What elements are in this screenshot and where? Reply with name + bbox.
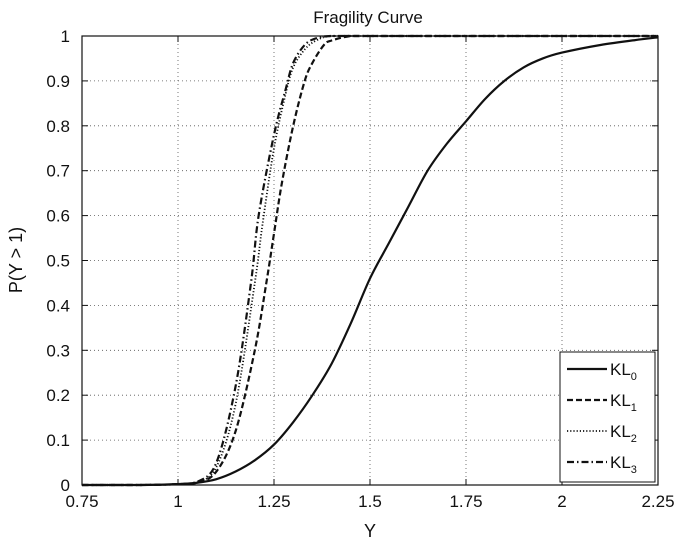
- legend: KL0 KL1 KL2 KL3: [559, 351, 656, 483]
- x-tick-label: 1.75: [449, 492, 482, 511]
- x-axis-label: Y: [364, 521, 376, 541]
- y-tick-label: 1: [61, 27, 70, 46]
- x-tick-label: 0.75: [65, 492, 98, 511]
- y-tick-label: 0.4: [46, 296, 70, 315]
- y-tick-label: 0.7: [46, 162, 70, 181]
- legend-label-kl1: KL1: [610, 391, 637, 414]
- series-line-kl1: [82, 34, 658, 487]
- chart-title: Fragility Curve: [313, 8, 423, 27]
- legend-label-kl0: KL0: [610, 360, 637, 383]
- y-tick-label: 0.5: [46, 252, 70, 271]
- legend-box: [559, 351, 656, 483]
- y-tick-label: 0.2: [46, 386, 70, 405]
- x-tick-label: 2.25: [641, 492, 674, 511]
- x-tick-label: 1.25: [257, 492, 290, 511]
- y-axis-label: P(Y > 1): [6, 227, 26, 293]
- y-tick-label: 0.9: [46, 72, 70, 91]
- series-line-kl0: [82, 36, 659, 487]
- legend-label-kl3: KL3: [610, 453, 637, 476]
- x-tick-label: 1: [173, 492, 182, 511]
- y-tick-label: 0: [61, 476, 70, 495]
- x-tick-label: 1.5: [358, 492, 382, 511]
- y-tick-label: 0.8: [46, 117, 70, 136]
- y-tick-label: 0.3: [46, 341, 70, 360]
- axis-ticks: 0.75 1 1.25 1.5 1.75 2 2.25 0 0.1 0.2 0.3 0.4 0.5 0.6…: [46, 27, 674, 511]
- y-tick-label: 0.1: [46, 431, 70, 450]
- y-tick-label: 0.6: [46, 207, 70, 226]
- legend-label-kl2: KL2: [610, 422, 637, 445]
- x-tick-label: 2: [557, 492, 566, 511]
